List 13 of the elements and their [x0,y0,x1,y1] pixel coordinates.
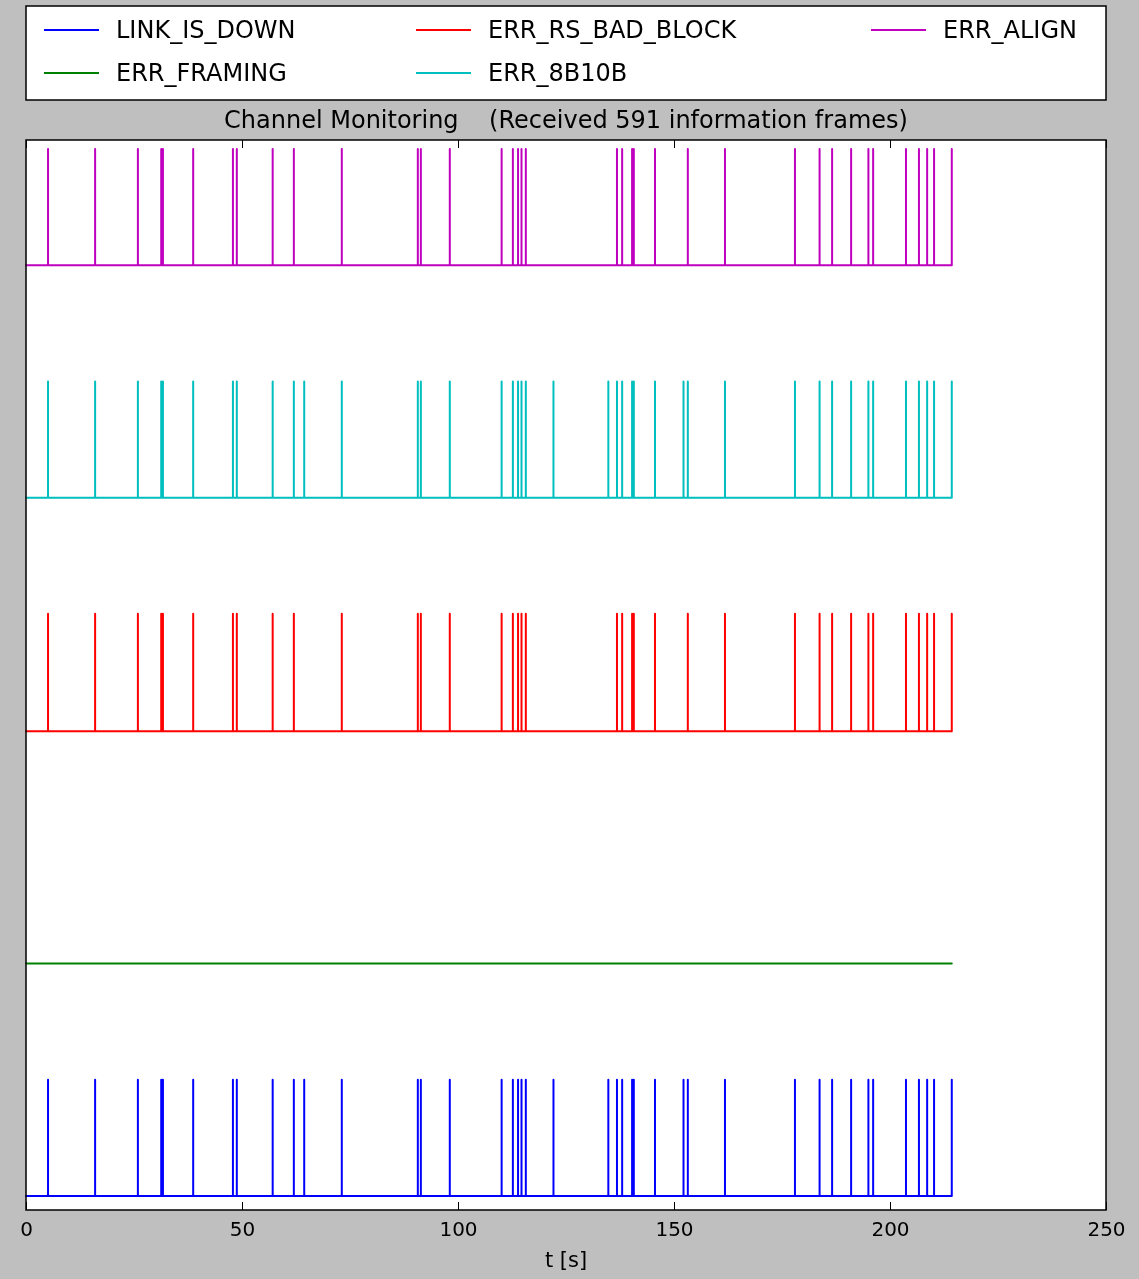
chart-title: Channel Monitoring (Received 591 information frames) [224,106,908,134]
legend-label: ERR_RS_BAD_BLOCK [488,16,738,44]
x-tick-label: 0 [20,1217,33,1242]
x-tick-label: 100 [439,1217,478,1242]
x-tick-label: 250 [1087,1217,1126,1242]
legend-label: LINK_IS_DOWN [116,16,296,44]
x-axis-title: t [s] [544,1248,588,1272]
x-tick-label: 150 [655,1217,694,1242]
legend-label: ERR_FRAMING [116,59,287,87]
x-tick-label: 50 [229,1217,256,1242]
legend-label: ERR_8B10B [488,59,628,87]
legend-label: ERR_ALIGN [943,16,1077,44]
x-tick-label: 200 [871,1217,910,1242]
